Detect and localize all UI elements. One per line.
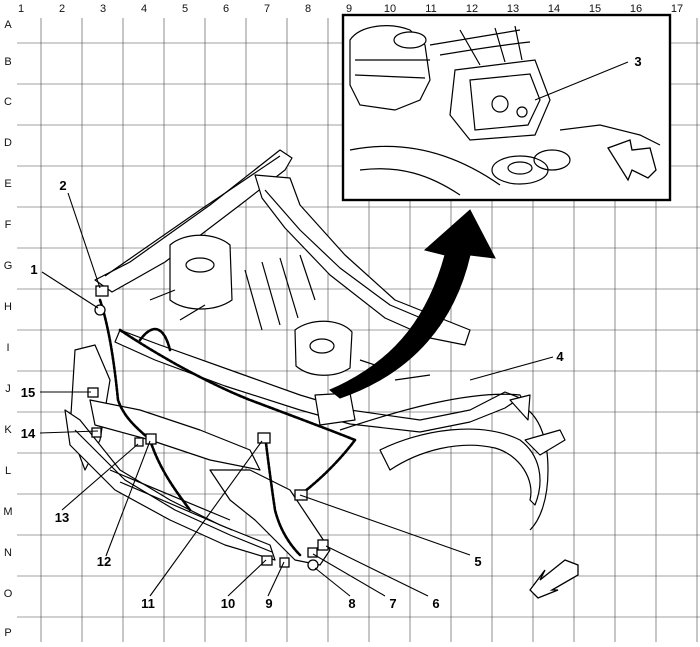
row-label: F — [5, 219, 12, 231]
column-label: 13 — [507, 3, 519, 15]
row-label: H — [4, 301, 12, 313]
callout-9: 9 — [265, 596, 272, 611]
callout-13: 13 — [55, 510, 69, 525]
detail-inset — [341, 13, 672, 202]
detail-pointer-arrow — [329, 209, 496, 399]
column-label: 11 — [425, 3, 436, 15]
connector-9 — [279, 557, 290, 568]
column-label: 15 — [589, 3, 601, 15]
callout-2: 2 — [59, 178, 66, 193]
connector-12 — [145, 433, 157, 445]
column-label: 9 — [346, 3, 352, 15]
column-label: 17 — [671, 3, 683, 15]
column-label: 4 — [141, 3, 147, 15]
connector-13 — [134, 437, 144, 447]
vehicle-front-structure — [64, 149, 566, 566]
column-label: 3 — [100, 3, 106, 15]
callout-10: 10 — [221, 596, 235, 611]
callout-labels: 1 2 3 4 5 6 7 8 9 10 11 12 13 14 15 — [21, 54, 642, 611]
row-label: N — [4, 547, 12, 559]
connector-11 — [257, 432, 271, 444]
callout-4: 4 — [556, 349, 564, 364]
row-label: B — [4, 56, 11, 68]
row-label: G — [4, 260, 13, 272]
column-label: 2 — [59, 3, 65, 15]
column-label: 6 — [223, 3, 229, 15]
connector-2 — [95, 285, 109, 297]
row-label: M — [3, 506, 12, 518]
callout-7: 7 — [389, 596, 396, 611]
row-label: J — [5, 383, 11, 395]
row-labels: A B C D E F G H I J K L M N O P — [3, 19, 12, 639]
row-label: K — [4, 424, 12, 436]
connector-7 — [307, 547, 318, 558]
row-label: I — [6, 342, 9, 354]
callout-6: 6 — [432, 596, 439, 611]
column-label: 1 — [18, 3, 24, 15]
callout-14: 14 — [21, 426, 36, 441]
callout-3: 3 — [634, 54, 641, 69]
column-labels: 1 2 3 4 5 6 7 8 9 10 11 12 13 14 15 16 1… — [18, 3, 683, 15]
connector-10 — [261, 555, 273, 566]
column-label: 14 — [548, 3, 560, 15]
connector-6 — [317, 539, 329, 551]
column-label: 8 — [305, 3, 311, 15]
row-label: C — [4, 96, 12, 108]
callout-1: 1 — [30, 262, 37, 277]
leader-lines — [39, 61, 629, 597]
callout-5: 5 — [474, 554, 481, 569]
column-label: 5 — [182, 3, 188, 15]
row-label: P — [4, 627, 11, 639]
row-label: D — [4, 137, 12, 149]
callout-11: 11 — [141, 596, 155, 611]
row-label: A — [4, 19, 12, 31]
column-label: 7 — [264, 3, 270, 15]
connector-8 — [307, 559, 319, 571]
vehicle-forward-arrow-icon — [529, 559, 579, 599]
forward-arrow-icon — [607, 139, 657, 182]
column-label: 10 — [384, 3, 396, 15]
row-label: L — [5, 465, 11, 477]
row-label: O — [4, 588, 13, 600]
callout-15: 15 — [21, 385, 35, 400]
callout-8: 8 — [348, 596, 355, 611]
column-label: 12 — [466, 3, 478, 15]
column-label: 16 — [630, 3, 642, 15]
row-label: E — [4, 178, 11, 190]
connector-14 — [91, 427, 102, 438]
callout-12: 12 — [97, 554, 111, 569]
